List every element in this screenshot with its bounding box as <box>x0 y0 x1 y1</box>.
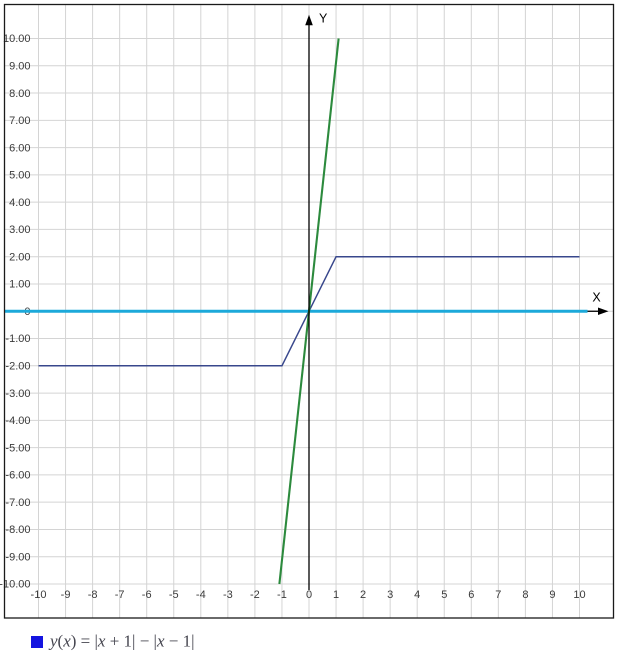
svg-text:3.00: 3.00 <box>9 224 30 236</box>
svg-text:9.00: 9.00 <box>9 60 30 72</box>
svg-text:-7: -7 <box>115 589 125 601</box>
svg-text:9: 9 <box>549 589 555 601</box>
svg-text:-10: -10 <box>31 589 47 601</box>
svg-text:-3: -3 <box>223 589 233 601</box>
svg-text:7: 7 <box>495 589 501 601</box>
svg-text:-4: -4 <box>196 589 206 601</box>
svg-text:8.00: 8.00 <box>9 88 30 100</box>
svg-text:6.00: 6.00 <box>9 142 30 154</box>
svg-text:-8: -8 <box>88 589 98 601</box>
svg-text:X: X <box>592 290 601 304</box>
svg-text:-9.00: -9.00 <box>5 551 30 563</box>
svg-text:5: 5 <box>441 589 447 601</box>
svg-text:-2.00: -2.00 <box>5 361 30 373</box>
svg-text:0: 0 <box>306 589 312 601</box>
svg-text:-1.00: -1.00 <box>5 333 30 345</box>
svg-text:-8.00: -8.00 <box>5 524 30 536</box>
svg-text:-3.00: -3.00 <box>5 388 30 400</box>
svg-text:3: 3 <box>387 589 393 601</box>
svg-text:7.00: 7.00 <box>9 115 30 127</box>
svg-text:-7.00: -7.00 <box>5 497 30 509</box>
svg-text:1: 1 <box>333 589 339 601</box>
svg-text:2.00: 2.00 <box>9 251 30 263</box>
svg-text:4: 4 <box>414 589 420 601</box>
svg-text:10.00: 10.00 <box>3 33 31 45</box>
svg-text:-4.00: -4.00 <box>5 415 30 427</box>
svg-text:4.00: 4.00 <box>9 197 30 209</box>
svg-text:5.00: 5.00 <box>9 170 30 182</box>
svg-text:-6: -6 <box>142 589 152 601</box>
svg-text:-1: -1 <box>277 589 287 601</box>
svg-text:Y: Y <box>319 12 328 26</box>
svg-text:10: 10 <box>573 589 585 601</box>
svg-text:2: 2 <box>360 589 366 601</box>
svg-text:-6.00: -6.00 <box>5 470 30 482</box>
svg-text:1.00: 1.00 <box>9 279 30 291</box>
svg-text:-2: -2 <box>250 589 260 601</box>
svg-text:y(x) = |x + 1| − |x − 1|: y(x) = |x + 1| − |x − 1| <box>48 632 195 651</box>
svg-text:-5.00: -5.00 <box>5 442 30 454</box>
svg-text:-9: -9 <box>61 589 71 601</box>
svg-text:6: 6 <box>468 589 474 601</box>
svg-text:8: 8 <box>522 589 528 601</box>
svg-text:-5: -5 <box>169 589 179 601</box>
